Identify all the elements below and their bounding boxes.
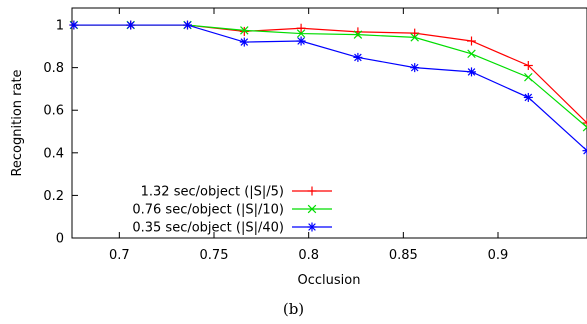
data-point (296, 29, 306, 38)
legend-marker (307, 204, 317, 214)
series-line (73, 24, 587, 128)
legend-item: 1.32 sec/object (|S|/5) (141, 185, 332, 200)
legend-label: 0.35 sec/object (|S|/40) (132, 221, 284, 236)
series-line (73, 24, 587, 124)
data-point (523, 92, 533, 102)
legend-label: 0.76 sec/object (|S|/10) (132, 203, 284, 218)
data-point (582, 118, 587, 128)
data-point (353, 30, 363, 39)
data-point (467, 49, 476, 59)
legend-item: 0.76 sec/object (|S|/10) (132, 203, 332, 218)
data-point (467, 36, 477, 46)
data-point (240, 26, 249, 35)
plot-frame (71, 7, 587, 239)
data-point (410, 28, 420, 38)
data-point (182, 20, 192, 30)
data-point (523, 61, 533, 70)
data-point (582, 146, 587, 156)
y-axis-title: Recognition rate (10, 69, 25, 176)
legend-item: 0.35 sec/object (|S|/40) (132, 221, 332, 236)
y-tick-label: 0.4 (43, 146, 64, 161)
x-tick-label: 0.8 (298, 248, 319, 263)
data-point (353, 52, 363, 62)
x-tick-label: 0.85 (389, 248, 418, 263)
x-axis-title: Occlusion (298, 273, 361, 288)
chart: 0.7 0.75 0.8 0.85 0.9 0 0.2 0.4 0.6 0.8 1 Occlusi… (10, 7, 587, 288)
data-point (582, 123, 587, 132)
figure-caption: (b) (282, 300, 305, 318)
legend-marker (307, 186, 317, 196)
y-axis: 0 0.2 0.4 0.6 0.8 1 (43, 19, 78, 247)
x-tick-label: 0.75 (200, 248, 229, 263)
data-point (126, 20, 136, 30)
data-point (69, 20, 79, 30)
data-point (410, 33, 419, 42)
x-tick-label: 0.7 (109, 248, 130, 263)
data-point (524, 72, 533, 82)
data-point (239, 37, 249, 47)
x-axis: 0.7 0.75 0.8 0.85 0.9 (109, 8, 508, 263)
data-point (239, 26, 249, 36)
y-tick-label: 0.2 (43, 189, 64, 204)
data-point (296, 36, 306, 46)
legend-label: 1.32 sec/object (|S|/5) (141, 185, 284, 200)
legend: 1.32 sec/object (|S|/5) 0.76 sec/object (… (132, 185, 332, 236)
series-2 (69, 20, 587, 132)
series-3 (69, 20, 587, 156)
y-tick-label: 0.8 (43, 61, 64, 76)
data-point (410, 63, 420, 73)
data-point (467, 67, 477, 77)
series-layer (69, 20, 587, 156)
y-tick-label: 0.6 (43, 104, 64, 119)
series-1 (69, 20, 587, 128)
x-tick-label: 0.9 (488, 248, 509, 263)
series-line (73, 24, 587, 152)
y-tick-label: 1 (56, 19, 64, 34)
legend-marker (307, 222, 317, 232)
y-tick-label: 0 (56, 232, 64, 247)
data-point (296, 23, 306, 33)
